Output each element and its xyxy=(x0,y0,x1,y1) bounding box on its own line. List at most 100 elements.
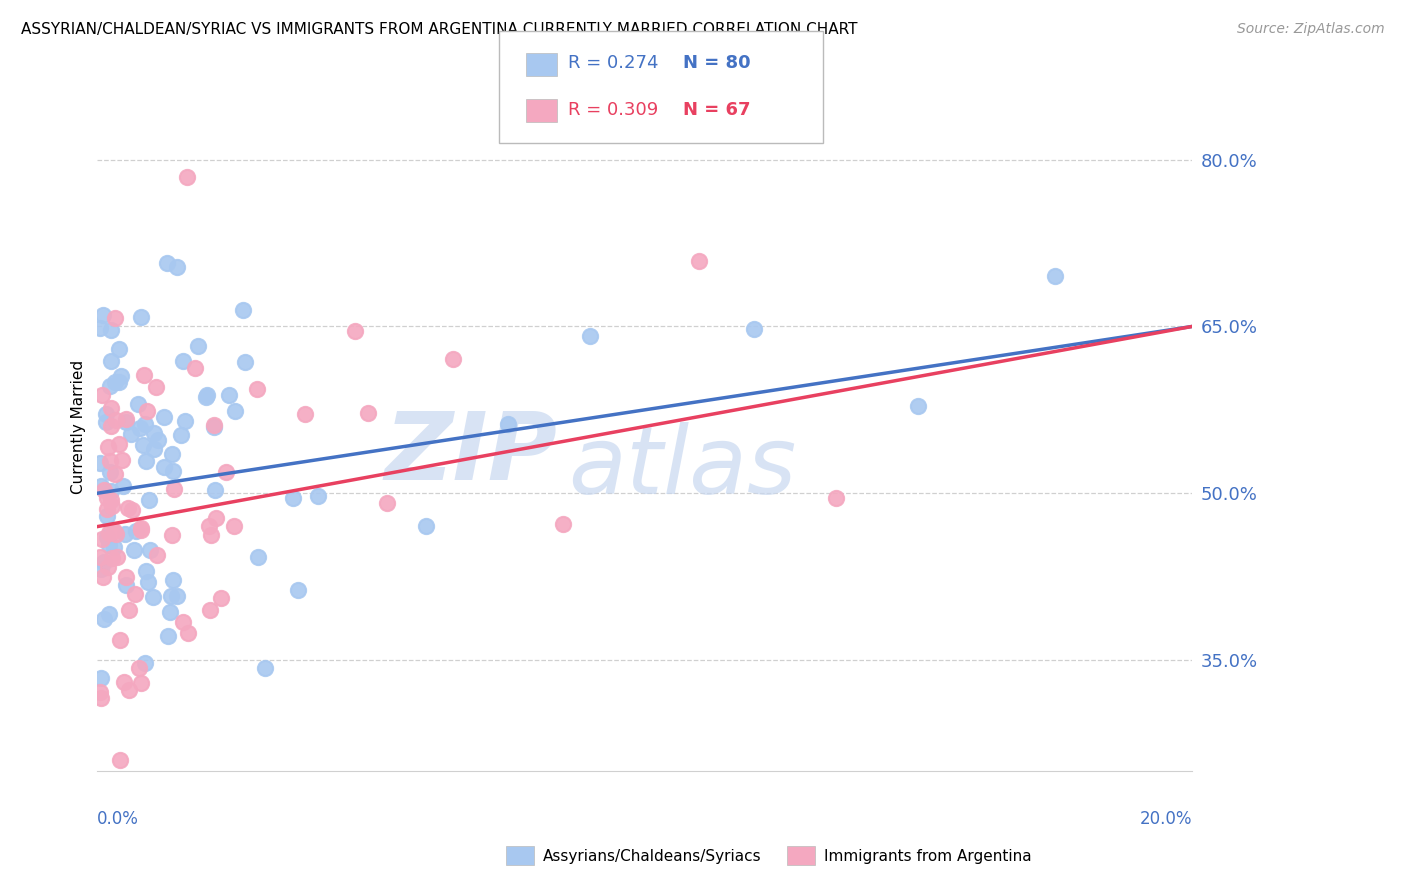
Point xyxy=(98,526,121,541)
Point xyxy=(98,379,121,393)
Point xyxy=(184,361,207,376)
Point xyxy=(100,354,122,368)
Text: R = 0.274: R = 0.274 xyxy=(568,54,658,72)
Point xyxy=(156,629,179,643)
Point xyxy=(105,549,128,564)
Point xyxy=(159,589,181,603)
Point xyxy=(204,483,226,497)
Text: R = 0.309: R = 0.309 xyxy=(568,101,658,119)
Point xyxy=(146,548,169,562)
Point xyxy=(100,484,122,499)
Text: N = 80: N = 80 xyxy=(683,54,751,72)
Point xyxy=(132,368,155,382)
Point xyxy=(97,607,120,622)
Point xyxy=(98,465,121,479)
Point xyxy=(111,452,134,467)
Point xyxy=(198,519,221,533)
Point xyxy=(281,491,304,505)
Point xyxy=(107,436,129,450)
Point xyxy=(162,447,184,461)
Point xyxy=(129,421,152,435)
Text: N = 67: N = 67 xyxy=(683,101,751,119)
Point xyxy=(89,550,111,565)
Point xyxy=(131,523,153,537)
Point xyxy=(91,388,114,402)
Point xyxy=(294,407,316,421)
Point xyxy=(89,684,111,698)
Point xyxy=(91,308,114,322)
Point xyxy=(172,353,194,368)
Point xyxy=(89,456,111,470)
Point xyxy=(200,528,222,542)
Point xyxy=(344,324,367,338)
Point xyxy=(194,391,217,405)
Point xyxy=(162,464,184,478)
Point xyxy=(375,496,398,510)
Point xyxy=(232,303,254,318)
Point xyxy=(120,427,142,442)
Text: Source: ZipAtlas.com: Source: ZipAtlas.com xyxy=(1237,22,1385,37)
Point xyxy=(103,541,125,555)
Point xyxy=(104,413,127,427)
Point xyxy=(224,404,246,418)
Point xyxy=(94,407,117,421)
Point xyxy=(96,501,118,516)
Point xyxy=(118,603,141,617)
Point xyxy=(104,526,127,541)
Point xyxy=(142,590,165,604)
Point xyxy=(441,351,464,366)
Point xyxy=(110,369,132,384)
Point xyxy=(146,434,169,448)
Point xyxy=(134,417,156,432)
Point xyxy=(246,382,269,396)
Point xyxy=(115,577,138,591)
Point xyxy=(96,491,118,505)
Point xyxy=(742,322,765,336)
Text: 20.0%: 20.0% xyxy=(1139,810,1192,828)
Point xyxy=(122,542,145,557)
Point xyxy=(90,532,112,546)
Point xyxy=(907,399,929,413)
Point xyxy=(125,524,148,539)
Point xyxy=(103,524,125,539)
Point xyxy=(90,561,112,575)
Point xyxy=(200,603,222,617)
Point xyxy=(132,437,155,451)
Point xyxy=(233,355,256,369)
Point xyxy=(90,479,112,493)
Point xyxy=(93,612,115,626)
Point xyxy=(107,376,129,390)
Point xyxy=(218,388,240,402)
Point xyxy=(160,528,183,542)
Point xyxy=(129,521,152,535)
Point xyxy=(134,656,156,670)
Point xyxy=(100,500,122,514)
Point xyxy=(129,310,152,325)
Point xyxy=(159,605,181,619)
Point xyxy=(131,675,153,690)
Point xyxy=(143,425,166,440)
Point xyxy=(176,170,198,185)
Point xyxy=(177,626,200,640)
Point xyxy=(145,380,167,394)
Text: Immigrants from Argentina: Immigrants from Argentina xyxy=(824,849,1032,863)
Point xyxy=(91,569,114,583)
Point xyxy=(135,453,157,467)
Point xyxy=(100,418,122,433)
Point xyxy=(135,564,157,578)
Point xyxy=(153,410,176,425)
Point xyxy=(254,661,277,675)
Point xyxy=(173,414,195,428)
Point xyxy=(307,489,329,503)
Point xyxy=(118,683,141,698)
Point xyxy=(209,591,232,606)
Point xyxy=(162,573,184,587)
Point xyxy=(89,320,111,334)
Point xyxy=(156,256,179,270)
Point xyxy=(166,589,188,603)
Point xyxy=(128,661,150,675)
Point xyxy=(96,508,118,523)
Point xyxy=(90,691,112,706)
Point xyxy=(114,526,136,541)
Text: ZIP: ZIP xyxy=(384,409,557,500)
